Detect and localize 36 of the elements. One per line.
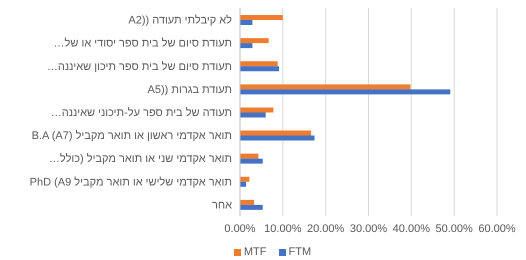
y-tick-label: לא קיבלתי תעודה ((A2 <box>128 14 232 27</box>
legend-label: FTM <box>288 246 312 258</box>
bar <box>240 176 250 182</box>
y-tick-label: B.A (A7) תואר אקדמי ראשון או תואר מקביל <box>32 130 232 142</box>
bar <box>240 154 258 159</box>
bar <box>240 136 315 141</box>
legend-label: MTF <box>244 246 266 258</box>
y-tick-label: תואר אקדמי שני או תואר מקביל (כולל… <box>48 153 232 166</box>
bar <box>240 61 278 66</box>
y-tick-label: אחר <box>212 199 232 212</box>
y-tick-label: תואר אקדמי שלישי או תואר מקביל PhD (A9 <box>30 176 232 188</box>
bar <box>240 89 450 94</box>
x-tick-label: 60.00% <box>478 222 516 235</box>
bar <box>240 43 252 48</box>
x-tick-label: 30.00% <box>350 222 388 235</box>
bar <box>240 158 263 164</box>
y-tick-label: תעודה של בית ספר על-תיכוני שאיננה… <box>50 107 232 119</box>
bar <box>240 107 274 112</box>
bar <box>240 204 263 210</box>
x-tick-label: 10.00% <box>264 222 302 235</box>
bar <box>240 200 254 205</box>
bar <box>240 130 312 136</box>
y-tick-label: תעודת סיום של בית ספר תיכון שאיננה… <box>46 60 232 73</box>
x-tick-label: 20.00% <box>307 222 345 235</box>
x-tick-label: 50.00% <box>436 222 474 235</box>
bar <box>240 112 266 118</box>
bar <box>240 15 283 20</box>
x-tick-label: 40.00% <box>392 222 430 235</box>
bar <box>240 66 279 72</box>
y-tick-label: תעודת סיום של בית ספר יסודי או של… <box>54 38 232 50</box>
bar <box>240 20 252 25</box>
bar <box>240 38 269 44</box>
bar <box>240 84 410 90</box>
y-tick-label: תעודת בגרות ((A5 <box>148 84 232 96</box>
x-tick-label: 0.00% <box>224 222 256 235</box>
bar <box>240 182 246 187</box>
